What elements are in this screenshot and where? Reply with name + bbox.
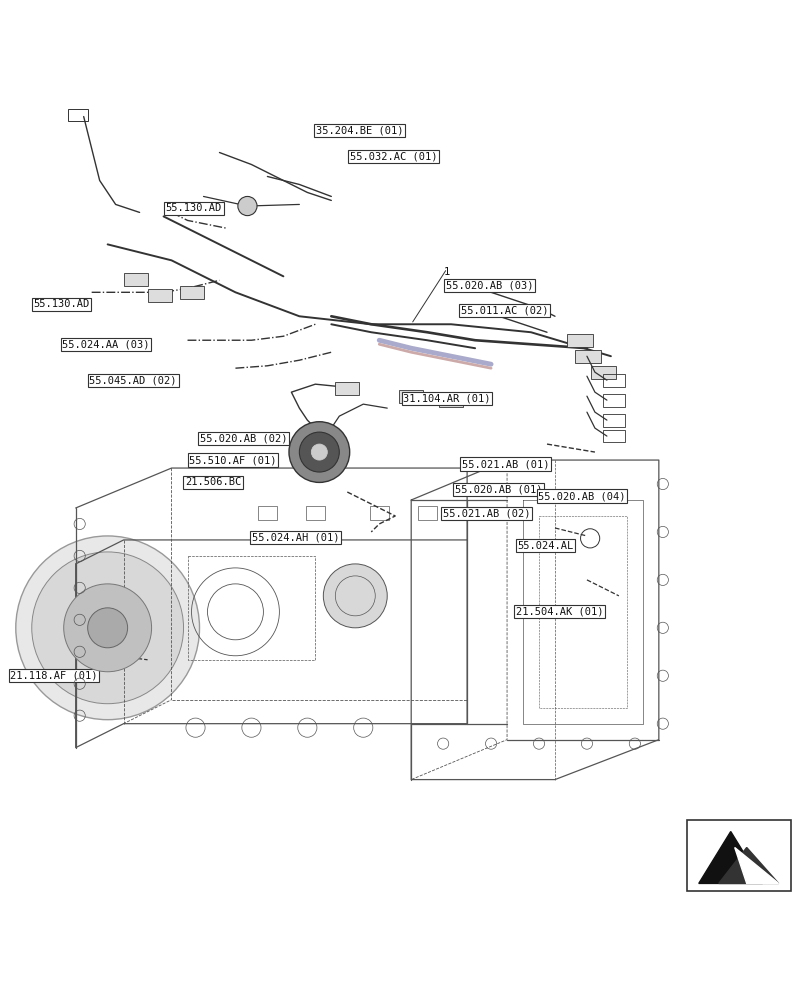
Text: 55.024.AH (01): 55.024.AH (01): [251, 533, 339, 543]
Circle shape: [299, 432, 339, 472]
Circle shape: [32, 552, 183, 704]
Circle shape: [323, 564, 387, 628]
Bar: [417, 506, 436, 520]
Text: 55.045.AD (02): 55.045.AD (02): [89, 375, 177, 385]
Text: 35.204.BE (01): 35.204.BE (01): [315, 125, 402, 135]
Bar: [399, 390, 423, 403]
Text: 21.506.BC: 21.506.BC: [185, 477, 241, 487]
Bar: [590, 366, 616, 379]
Bar: [148, 289, 172, 302]
Bar: [603, 414, 624, 427]
Polygon shape: [734, 847, 778, 883]
Text: 31.104.AR (01): 31.104.AR (01): [403, 394, 491, 404]
Circle shape: [289, 422, 350, 482]
Text: 55.011.AC (02): 55.011.AC (02): [461, 306, 547, 316]
Bar: [369, 506, 388, 520]
Text: 55.020.AB (04): 55.020.AB (04): [538, 491, 625, 501]
Bar: [179, 286, 204, 299]
Bar: [603, 374, 624, 387]
Circle shape: [238, 196, 257, 216]
Bar: [258, 506, 277, 520]
Polygon shape: [718, 847, 778, 883]
Text: 55.020.AB (01): 55.020.AB (01): [454, 485, 542, 495]
Circle shape: [63, 584, 152, 672]
Text: 55.021.AB (02): 55.021.AB (02): [442, 509, 530, 519]
Bar: [123, 273, 148, 286]
Bar: [686, 820, 790, 891]
Bar: [335, 382, 358, 395]
Text: 55.020.AB (02): 55.020.AB (02): [200, 433, 287, 443]
Text: 55.130.AD: 55.130.AD: [33, 299, 89, 309]
Text: 55.021.AB (01): 55.021.AB (01): [461, 459, 548, 469]
Text: 1: 1: [444, 267, 450, 277]
Text: 55.032.AC (01): 55.032.AC (01): [350, 152, 437, 162]
Circle shape: [88, 608, 127, 648]
Polygon shape: [698, 832, 762, 883]
Bar: [439, 394, 462, 407]
Bar: [566, 334, 592, 347]
Bar: [603, 394, 624, 407]
Text: 21.504.AK (01): 21.504.AK (01): [516, 607, 603, 617]
Text: 55.130.AD: 55.130.AD: [165, 203, 221, 213]
Circle shape: [15, 536, 200, 720]
Text: 55.024.AL: 55.024.AL: [517, 541, 573, 551]
Circle shape: [311, 444, 327, 460]
Text: 21.118.AF (01): 21.118.AF (01): [11, 671, 98, 681]
Bar: [67, 109, 88, 121]
Bar: [574, 350, 600, 363]
Text: 55.024.AA (03): 55.024.AA (03): [62, 339, 149, 349]
Text: 55.510.AF (01): 55.510.AF (01): [189, 455, 277, 465]
Text: 55.020.AB (03): 55.020.AB (03): [445, 281, 533, 291]
Bar: [603, 430, 624, 442]
Bar: [306, 506, 324, 520]
